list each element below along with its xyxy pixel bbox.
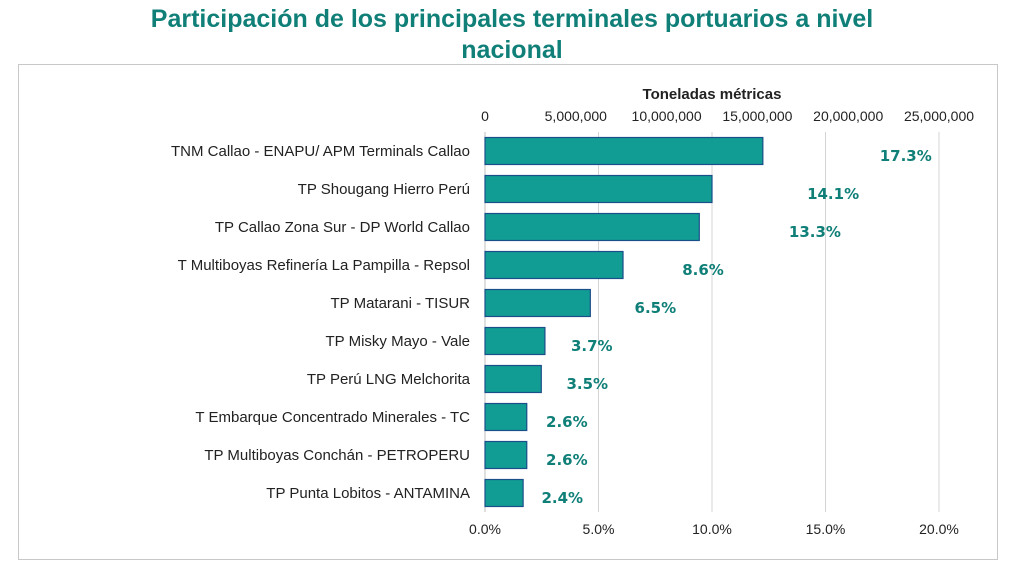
category-label: TNM Callao - ENAPU/ APM Terminals Callao [171,143,470,160]
bottom-tick-label: 20.0% [919,521,959,537]
bar [484,478,524,508]
category-label: T Multiboyas Refinería La Pampilla - Rep… [178,257,470,274]
top-tick-label: 0 [481,108,489,124]
top-tick-label: 20,000,000 [813,108,883,124]
percent-label: 3.7% [571,337,613,355]
top-tick-label: 15,000,000 [722,108,792,124]
bar [484,212,700,242]
bar [484,326,546,356]
category-label: TP Punta Lobitos - ANTAMINA [266,485,470,502]
bottom-tick-label: 5.0% [583,521,615,537]
bottom-tick-label: 10.0% [692,521,732,537]
category-labels: TNM Callao - ENAPU/ APM Terminals Callao… [171,143,471,502]
percent-label: 2.6% [546,451,588,469]
bottom-axis-ticks: 0.0% 5.0% 10.0% 15.0% 20.0% [469,521,959,537]
category-label: TP Shougang Hierro Perú [298,181,470,198]
bar [484,402,528,432]
bar [484,288,591,318]
chart-title: Participación de los principales termina… [0,4,1024,66]
category-label: T Embarque Concentrado Minerales - TC [195,409,470,426]
percent-label: 2.6% [546,413,588,431]
top-axis-title: Toneladas métricas [643,86,782,103]
bar [484,174,713,204]
category-label: TP Matarani - TISUR [331,295,471,312]
chart-title-line-1: Participación de los principales termina… [150,5,874,33]
bar [484,364,542,394]
percent-label: 3.5% [566,375,608,393]
percent-labels: 17.3% 14.1% 13.3% 8.6% 6.5% 3.7% 3.5% 2.6% 2.6% 2… [541,147,931,507]
top-tick-label: 5,000,000 [545,108,607,124]
percent-label: 13.3% [789,223,841,241]
category-label: TP Multiboyas Conchán - PETROPERU [204,447,470,464]
percent-label: 17.3% [880,147,932,165]
category-label: TP Callao Zona Sur - DP World Callao [215,219,470,236]
chart-frame [18,64,998,560]
percent-label: 2.4% [541,489,583,507]
bottom-tick-label: 15.0% [806,521,846,537]
bar [484,136,764,166]
top-axis-ticks: 0 5,000,000 10,000,000 15,000,000 20,000,000… [481,108,974,124]
chart-title-line-2: nacional [461,36,563,64]
percent-label: 14.1% [807,185,859,203]
top-tick-label: 25,000,000 [904,108,974,124]
percent-label: 6.5% [635,299,677,317]
category-label: TP Misky Mayo - Vale [326,333,470,350]
bar [484,440,528,470]
bottom-tick-label: 0.0% [469,521,501,537]
category-label: TP Perú LNG Melchorita [307,371,471,388]
percent-label: 8.6% [682,261,724,279]
bar [484,250,624,280]
top-tick-label: 10,000,000 [632,108,702,124]
bars [484,136,764,508]
